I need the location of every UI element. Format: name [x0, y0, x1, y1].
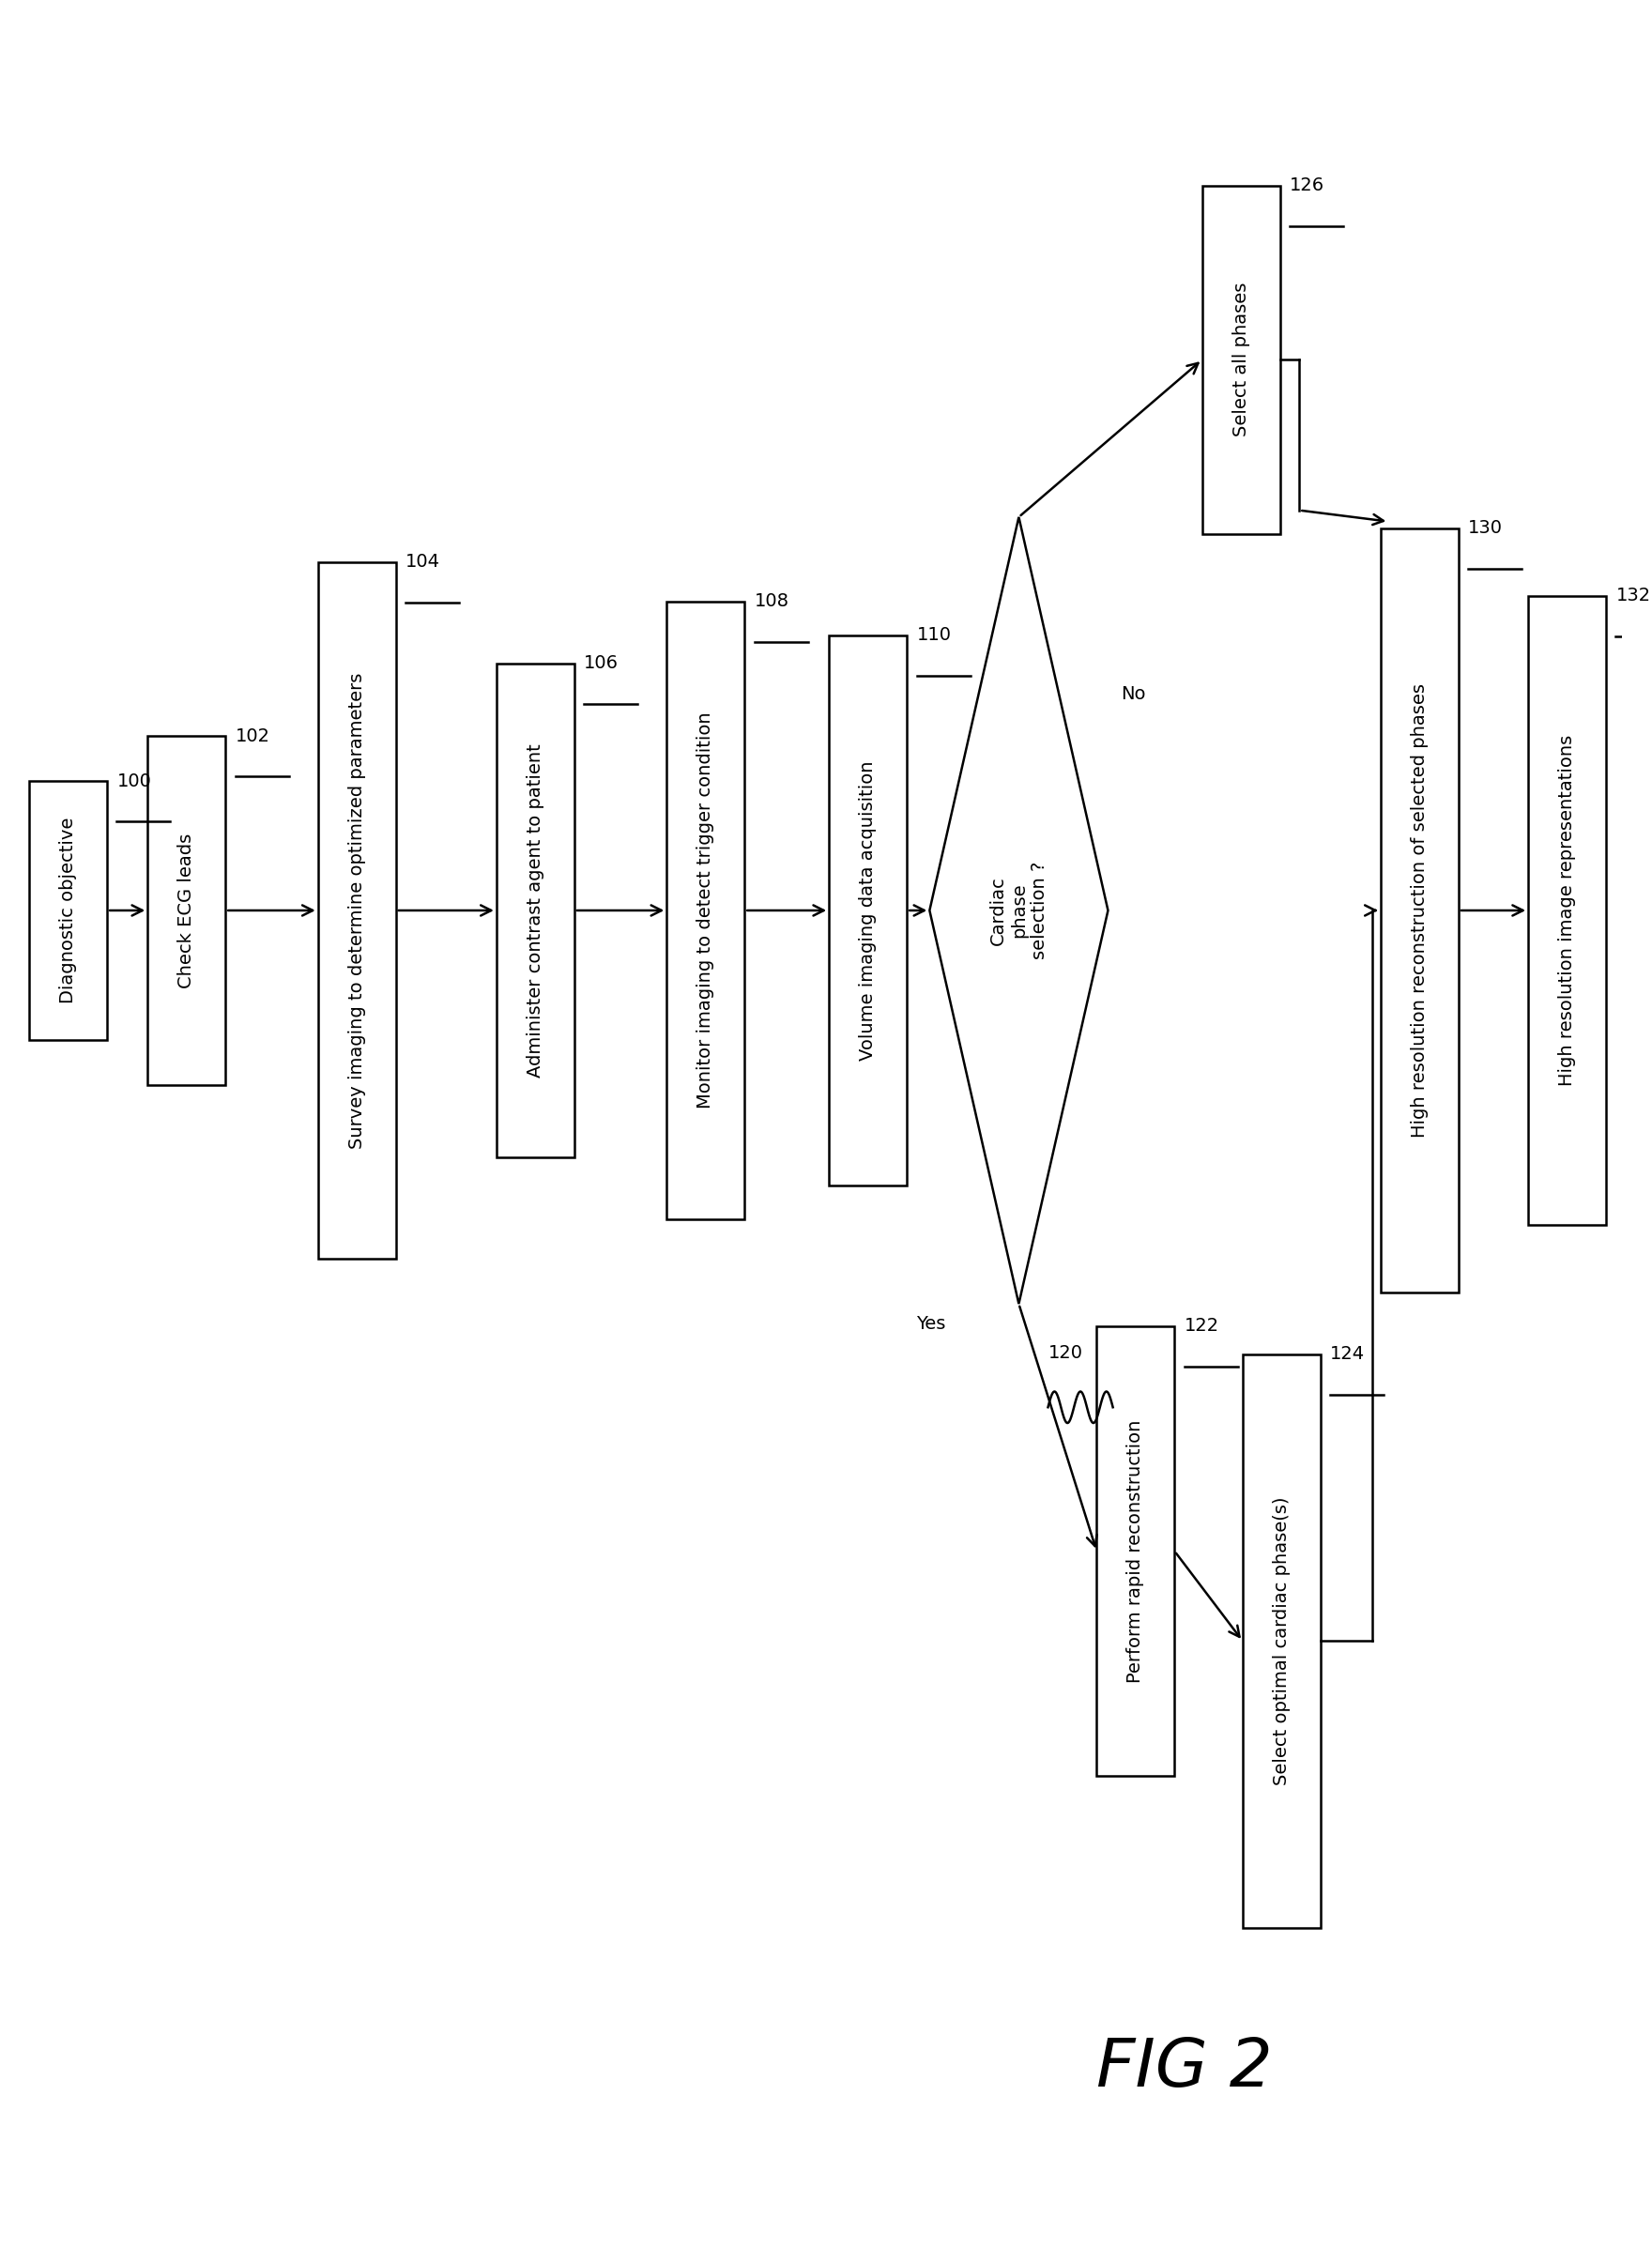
Text: Check ECG leads: Check ECG leads — [178, 834, 195, 987]
Text: Select all phases: Select all phases — [1232, 283, 1251, 436]
Text: Administer contrast agent to patient: Administer contrast agent to patient — [527, 744, 544, 1077]
Text: 126: 126 — [1290, 178, 1325, 193]
Bar — [317, 562, 396, 1259]
Text: 122: 122 — [1184, 1317, 1219, 1335]
Text: Yes: Yes — [917, 1315, 947, 1333]
Text: High resolution reconstruction of selected phases: High resolution reconstruction of select… — [1411, 683, 1429, 1137]
Text: FIG 2: FIG 2 — [1097, 2037, 1272, 2100]
Text: Perform rapid reconstruction: Perform rapid reconstruction — [1127, 1418, 1145, 1684]
Text: 102: 102 — [235, 728, 269, 744]
Bar — [496, 663, 575, 1158]
Text: 132: 132 — [1616, 587, 1650, 605]
Text: 100: 100 — [117, 773, 152, 789]
Text: Diagnostic objective: Diagnostic objective — [59, 818, 78, 1003]
Text: Monitor imaging to detect trigger condition: Monitor imaging to detect trigger condit… — [697, 713, 715, 1108]
Text: 108: 108 — [755, 593, 790, 609]
Text: Select optimal cardiac phase(s): Select optimal cardiac phase(s) — [1272, 1497, 1290, 1785]
Bar — [147, 735, 225, 1086]
Text: Cardiac
phase
selection ?: Cardiac phase selection ? — [990, 861, 1049, 960]
Text: Volume imaging data acquisition: Volume imaging data acquisition — [859, 760, 877, 1061]
Text: High resolution image representations: High resolution image representations — [1558, 735, 1576, 1086]
Text: 110: 110 — [917, 625, 952, 643]
Bar — [1381, 528, 1459, 1293]
Text: 120: 120 — [1047, 1344, 1082, 1362]
Polygon shape — [930, 517, 1108, 1304]
Bar — [667, 602, 745, 1218]
Text: 104: 104 — [406, 553, 441, 571]
Bar — [30, 782, 107, 1039]
Text: 106: 106 — [585, 654, 620, 672]
Text: 130: 130 — [1469, 519, 1503, 537]
Bar — [1203, 187, 1280, 533]
Bar — [1097, 1326, 1175, 1776]
Text: No: No — [1122, 686, 1146, 704]
Text: 124: 124 — [1330, 1344, 1365, 1362]
Bar — [829, 634, 907, 1187]
Bar — [1242, 1353, 1320, 1927]
Bar — [1528, 596, 1606, 1225]
Text: Survey imaging to determine optimized parameters: Survey imaging to determine optimized pa… — [349, 672, 365, 1149]
